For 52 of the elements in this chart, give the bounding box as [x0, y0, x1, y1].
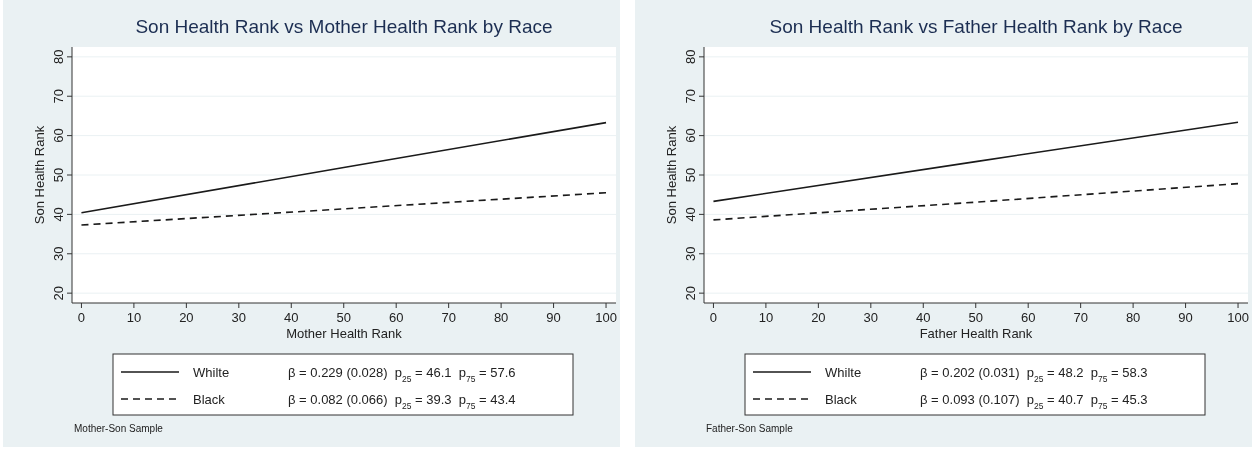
x-tick-label: 40: [916, 310, 931, 325]
x-tick-label: 80: [1125, 310, 1141, 325]
text: Father-Son Sample: [706, 423, 794, 434]
y-tick-label: 70: [51, 89, 66, 104]
x-tick-label: 70: [1073, 310, 1088, 325]
x-tick-label: 70: [441, 310, 456, 325]
x-axis-title: Mother Health Rank: [286, 326, 403, 341]
y-tick-label: 50: [683, 167, 698, 183]
y-tick-label: 20: [683, 285, 698, 301]
y-tick-label: 30: [51, 246, 66, 261]
y-tick-label: 70: [683, 89, 698, 104]
x-tick-label: 90: [546, 310, 561, 325]
x-tick-label: 60: [388, 310, 404, 325]
y-axis-title: Son Health Rank: [32, 125, 47, 225]
x-tick-label: 20: [811, 310, 826, 325]
chart-title: Son Health Rank vs Father Health Rank by Race: [769, 16, 1183, 37]
x-tick-label: 10: [126, 310, 142, 325]
legend-label: Black: [193, 392, 226, 407]
x-tick-label: 10: [758, 310, 774, 325]
chart-title: Son Health Rank vs Mother Health Rank by Race: [135, 16, 553, 37]
x-tick-label: 0: [77, 310, 86, 325]
legend-label: Whilte: [193, 365, 230, 380]
x-tick-label: 20: [179, 310, 194, 325]
y-tick-label: 30: [683, 246, 698, 261]
y-tick-label: 20: [51, 285, 66, 301]
x-tick-label: 60: [1020, 310, 1036, 325]
y-tick-label: 60: [51, 128, 66, 143]
legend-label: Black: [825, 392, 858, 407]
y-tick-label: 80: [683, 49, 698, 65]
x-tick-label: 50: [336, 310, 351, 325]
y-tick-label: 50: [51, 167, 66, 183]
x-tick-label: 100: [595, 310, 617, 325]
x-axis-title: Father Health Rank: [919, 326, 1033, 341]
x-tick-label: 100: [1227, 310, 1249, 325]
x-tick-label: 30: [863, 310, 879, 325]
x-tick-label: 0: [709, 310, 718, 325]
text: Mother-Son Sample: [74, 423, 164, 434]
x-tick-label: 30: [231, 310, 247, 325]
y-tick-label: 40: [51, 207, 66, 222]
y-axis-title: Son Health Rank: [664, 125, 679, 225]
y-tick-label: 80: [51, 49, 66, 65]
x-tick-label: 50: [968, 310, 983, 325]
text: β = 0.082 (0.066) p$_{25}$ = 39.3 p$_{75}$ = 43.4: [288, 392, 516, 411]
y-tick-label: 60: [683, 128, 698, 143]
text: β = 0.093 (0.107) p$_{25}$ = 40.7 p$_{75}$ = 45.3: [920, 392, 1148, 411]
legend-label: Whilte: [825, 365, 862, 380]
x-tick-label: 90: [1178, 310, 1193, 325]
text: β = 0.229 (0.028) p$_{25}$ = 46.1 p$_{75}$ = 57.6: [288, 365, 516, 384]
y-tick-label: 40: [683, 207, 698, 222]
text: β = 0.202 (0.031) p$_{25}$ = 48.2 p$_{75}$ = 58.3: [920, 365, 1148, 384]
x-tick-label: 80: [493, 310, 509, 325]
x-tick-label: 40: [284, 310, 299, 325]
